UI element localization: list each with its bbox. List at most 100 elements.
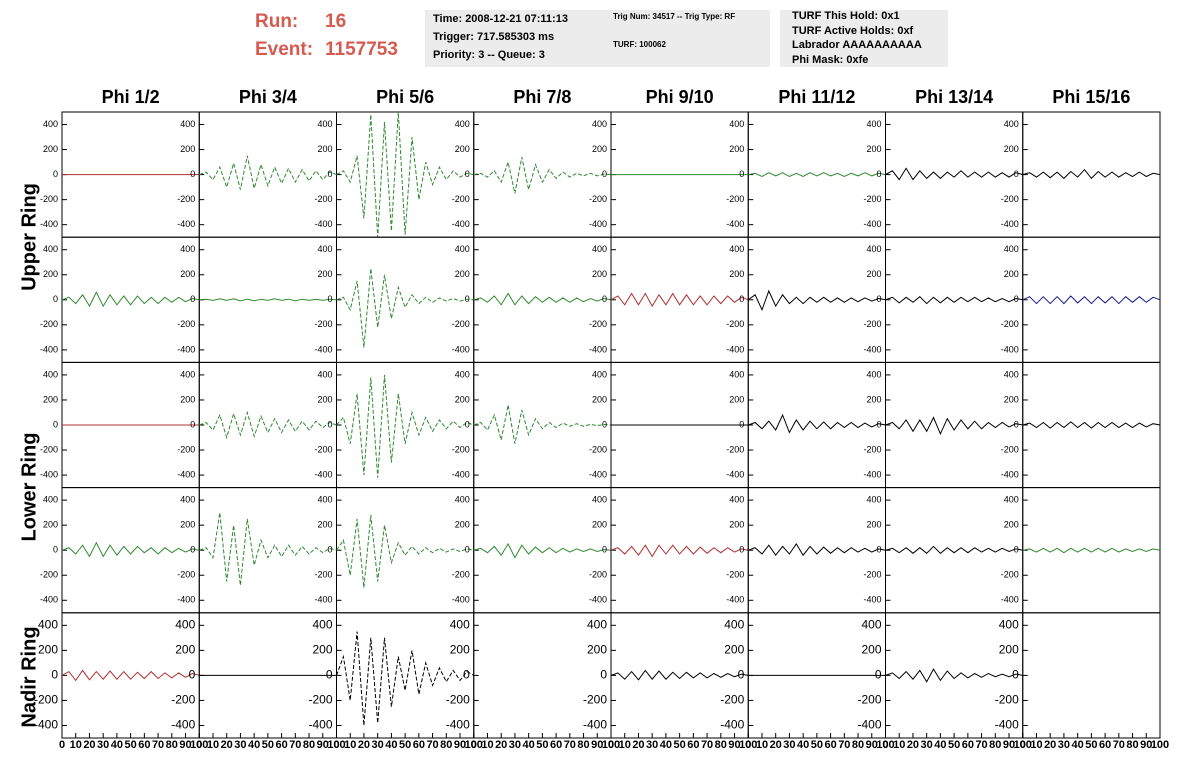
y-tick-label: -400: [589, 469, 607, 479]
y-tick-label: 200: [729, 394, 744, 404]
x-tick-label: 0: [1020, 739, 1026, 751]
y-tick-label: -200: [308, 693, 332, 707]
waveform: [885, 545, 1023, 554]
y-tick-label: 0: [327, 419, 332, 429]
x-tick-label: 70: [152, 739, 164, 751]
waveform: [748, 289, 886, 312]
y-tick-label: 400: [312, 617, 332, 631]
x-tick-label: 90: [454, 739, 466, 751]
y-tick-label: 0: [326, 668, 333, 682]
x-tick-label: 50: [1085, 739, 1097, 751]
column-header: Phi 15/16: [1052, 87, 1130, 107]
x-tick-label: 90: [728, 739, 740, 751]
x-tick-label: 0: [745, 739, 751, 751]
column-header: Phi 13/14: [915, 87, 993, 107]
x-tick-label: 30: [646, 739, 658, 751]
waveform: [748, 172, 886, 178]
y-tick-label: 0: [1014, 545, 1019, 555]
y-tick-label: 400: [455, 494, 470, 504]
y-tick-label: 0: [53, 169, 58, 179]
x-tick-label: 80: [715, 739, 727, 751]
y-tick-label: -200: [726, 444, 744, 454]
y-tick-label: -200: [452, 194, 470, 204]
y-tick-label: 0: [602, 419, 607, 429]
y-tick-label: 400: [317, 244, 332, 254]
y-tick-label: -200: [452, 570, 470, 580]
y-tick-label: -200: [726, 194, 744, 204]
x-tick-label: 50: [399, 739, 411, 751]
y-tick-label: 200: [180, 520, 195, 530]
y-tick-label: 400: [729, 369, 744, 379]
column-header: Phi 3/4: [239, 87, 297, 107]
x-tick-label: 10: [481, 739, 493, 751]
y-tick-label: 400: [455, 244, 470, 254]
x-tick-label: 80: [577, 739, 589, 751]
y-tick-label: -400: [177, 595, 195, 605]
y-tick-label: 400: [724, 617, 744, 631]
x-tick-label: 40: [934, 739, 946, 751]
y-tick-label: 400: [729, 119, 744, 129]
x-tick-label: 70: [564, 739, 576, 751]
waveform: [1022, 168, 1161, 180]
x-tick-label: 20: [83, 739, 95, 751]
x-tick-label: 70: [701, 739, 713, 751]
x-tick-label: 80: [303, 739, 315, 751]
y-tick-label: 0: [51, 668, 58, 682]
waveform: [1022, 547, 1161, 554]
x-tick-label: 100: [602, 739, 620, 751]
x-tick-label: 90: [591, 739, 603, 751]
x-tick-label: 70: [838, 739, 850, 751]
x-tick-label: 80: [852, 739, 864, 751]
x-tick-label: 10: [207, 739, 219, 751]
x-tick-label: 40: [1072, 739, 1084, 751]
x-tick-label: 80: [440, 739, 452, 751]
x-tick-label: 90: [317, 739, 329, 751]
y-tick-label: 0: [189, 668, 196, 682]
y-tick-label: 0: [327, 545, 332, 555]
y-tick-label: 400: [866, 244, 881, 254]
y-tick-label: 0: [875, 668, 882, 682]
y-tick-label: -200: [720, 693, 744, 707]
y-tick-label: -200: [446, 693, 470, 707]
waveform: [473, 156, 612, 194]
waveform: [336, 111, 474, 238]
y-tick-label: -200: [34, 693, 58, 707]
x-tick-label: 0: [882, 739, 888, 751]
x-tick-label: 70: [975, 739, 987, 751]
x-tick-label: 40: [797, 739, 809, 751]
y-tick-label: 200: [592, 144, 607, 154]
y-tick-label: 0: [876, 545, 881, 555]
waveform: [610, 544, 749, 558]
panel-frame: [1022, 487, 1161, 614]
waveform: [610, 669, 749, 681]
y-tick-label: 400: [317, 494, 332, 504]
y-tick-label: -200: [589, 194, 607, 204]
y-tick-label: -200: [40, 570, 58, 580]
y-tick-label: 200: [180, 269, 195, 279]
y-tick-label: 400: [592, 119, 607, 129]
run-label: Run:: [255, 11, 298, 32]
y-tick-label: -200: [857, 693, 881, 707]
y-tick-label: 0: [876, 169, 881, 179]
y-tick-label: -200: [1001, 570, 1019, 580]
y-tick-label: -200: [1001, 194, 1019, 204]
waveform: [199, 512, 337, 586]
y-tick-label: 400: [180, 369, 195, 379]
y-tick-label: -400: [726, 219, 744, 229]
y-tick-label: 0: [465, 169, 470, 179]
x-tick-label: 70: [426, 739, 438, 751]
y-tick-label: -400: [863, 344, 881, 354]
y-tick-label: -400: [863, 219, 881, 229]
y-tick-label: -400: [40, 344, 58, 354]
waveform: [748, 542, 886, 557]
x-tick-label: 10: [344, 739, 356, 751]
waveform: [473, 404, 612, 444]
y-tick-label: -400: [857, 718, 881, 732]
info-box: [425, 10, 607, 67]
run-number: 16: [325, 11, 346, 32]
y-tick-label: 0: [190, 545, 195, 555]
y-tick-label: 200: [592, 394, 607, 404]
y-tick-label: -400: [726, 469, 744, 479]
x-tick-label: 60: [824, 739, 836, 751]
y-tick-label: 200: [317, 144, 332, 154]
